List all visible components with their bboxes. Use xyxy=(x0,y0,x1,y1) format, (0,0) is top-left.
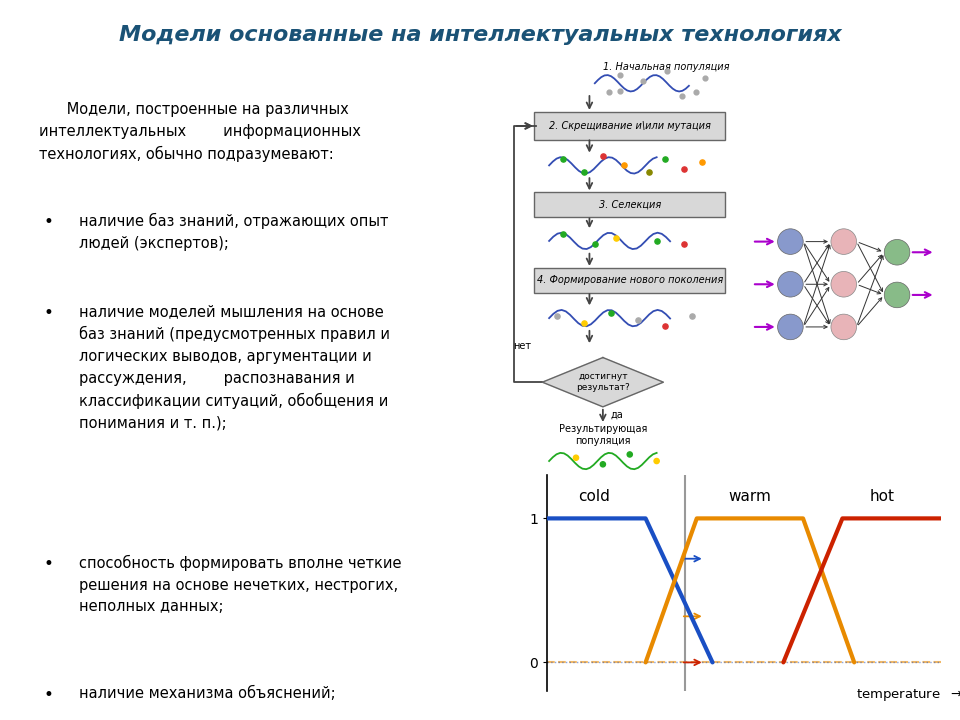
Circle shape xyxy=(778,229,804,254)
Point xyxy=(612,68,627,80)
FancyBboxPatch shape xyxy=(535,192,725,217)
Point xyxy=(630,314,645,325)
Circle shape xyxy=(831,314,856,340)
Circle shape xyxy=(831,271,856,297)
Point xyxy=(641,166,657,178)
Text: 1. Начальная популяция: 1. Начальная популяция xyxy=(603,62,730,72)
Point xyxy=(603,307,618,319)
Point xyxy=(660,65,675,76)
Point xyxy=(688,86,704,97)
Point xyxy=(555,229,570,240)
Point xyxy=(674,90,689,102)
Point xyxy=(695,156,710,168)
Text: •: • xyxy=(44,555,54,573)
Text: cold: cold xyxy=(579,489,611,504)
Circle shape xyxy=(884,240,910,265)
Point xyxy=(602,86,617,97)
Text: Результирующая
популяция: Результирующая популяция xyxy=(559,424,647,446)
Point xyxy=(616,160,632,171)
Circle shape xyxy=(778,271,804,297)
Point xyxy=(636,75,651,86)
Text: способность формировать вполне четкие
решения на основе нечетких, нестрогих,
неп: способность формировать вполне четкие ре… xyxy=(79,555,401,614)
Text: warm: warm xyxy=(729,489,771,504)
Point xyxy=(649,455,664,467)
Text: hot: hot xyxy=(869,489,895,504)
Point xyxy=(622,449,637,460)
FancyBboxPatch shape xyxy=(535,268,725,292)
Text: •: • xyxy=(44,304,54,322)
Polygon shape xyxy=(542,358,663,407)
Point xyxy=(657,153,672,165)
Point xyxy=(612,85,627,96)
Point xyxy=(609,232,624,243)
Point xyxy=(595,459,611,470)
Text: Модели основанные на интеллектуальных технологиях: Модели основанные на интеллектуальных те… xyxy=(119,25,841,45)
Text: 3. Селекция: 3. Селекция xyxy=(599,199,660,210)
Text: 2. Скрещивание и\или мутация: 2. Скрещивание и\или мутация xyxy=(549,121,710,131)
Text: наличие баз знаний, отражающих опыт
людей (экспертов);: наличие баз знаний, отражающих опыт люде… xyxy=(79,213,388,251)
Text: Модели, построенные на различных
интеллектуальных        информационных
технолог: Модели, построенные на различных интелле… xyxy=(38,102,361,162)
Point xyxy=(576,166,591,178)
Point xyxy=(595,150,611,161)
Text: наличие механизма объяснений;: наличие механизма объяснений; xyxy=(79,686,335,701)
Point xyxy=(649,235,664,247)
Point xyxy=(588,238,603,250)
Point xyxy=(576,318,591,329)
Point xyxy=(684,311,699,323)
Text: temperature  $\rightarrow$: temperature $\rightarrow$ xyxy=(855,687,960,703)
Text: •: • xyxy=(44,213,54,231)
Text: достигнут
результат?: достигнут результат? xyxy=(576,372,630,392)
Text: 4. Формирование нового поколения: 4. Формирование нового поколения xyxy=(537,275,723,285)
Circle shape xyxy=(884,282,910,307)
Circle shape xyxy=(778,314,804,340)
Point xyxy=(676,238,691,250)
Text: нет: нет xyxy=(514,341,531,351)
Point xyxy=(657,320,672,332)
Point xyxy=(555,153,570,165)
Point xyxy=(676,163,691,174)
Point xyxy=(697,72,712,84)
Text: наличие моделей мышления на основе
баз знаний (предусмотренных правил и
логическ: наличие моделей мышления на основе баз з… xyxy=(79,304,390,431)
Point xyxy=(549,311,564,323)
Text: да: да xyxy=(611,410,624,420)
FancyBboxPatch shape xyxy=(535,112,725,140)
Point xyxy=(568,452,584,464)
Circle shape xyxy=(831,229,856,254)
Text: •: • xyxy=(44,686,54,704)
